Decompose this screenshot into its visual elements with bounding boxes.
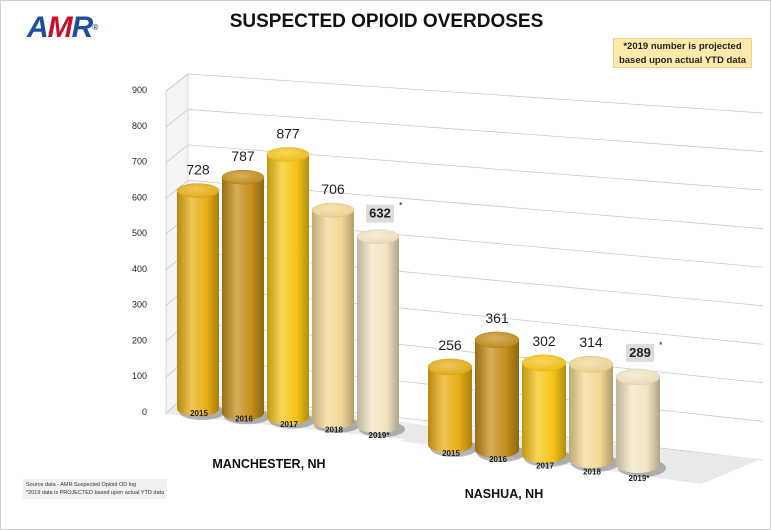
- data-label: 706: [321, 181, 345, 197]
- x-tick-label: 2019*: [629, 474, 651, 483]
- amr-logo: AMR®: [27, 11, 98, 44]
- x-tick-label: 2017: [280, 420, 298, 429]
- data-label: 632: [369, 206, 391, 221]
- data-label: 877: [276, 126, 300, 142]
- bar: [428, 366, 472, 453]
- x-tick-label: 2016: [489, 455, 507, 464]
- group-label: MANCHESTER, NH: [212, 457, 325, 471]
- bar: [177, 190, 219, 416]
- data-label: 302: [532, 333, 556, 349]
- bar: [616, 376, 660, 473]
- data-label: 787: [231, 148, 255, 164]
- bar: [222, 177, 264, 421]
- data-label: 256: [438, 337, 462, 353]
- data-label: 314: [579, 334, 603, 350]
- y-tick-label: 100: [132, 371, 147, 381]
- source-note: Source data - AMR Suspected Opioid OD lo…: [23, 479, 168, 499]
- x-tick-label: 2015: [190, 409, 208, 418]
- x-tick-label: 2015: [442, 449, 460, 458]
- gridline-side: [165, 180, 189, 199]
- group-label: NASHUA, NH: [465, 487, 543, 501]
- bar-top: [521, 354, 567, 372]
- series-group-1: 256 2015 361 2016 302 2017 314 2018 * 289 2019* NAS…: [427, 310, 666, 501]
- x-tick-label: 2019*: [369, 431, 391, 440]
- y-tick-label: 800: [132, 121, 147, 131]
- gridline-side: [165, 144, 189, 163]
- data-label: 361: [485, 310, 509, 326]
- y-tick-label: 0: [142, 407, 147, 417]
- bar-top: [615, 368, 661, 386]
- bar-top: [356, 229, 400, 244]
- y-tick-label: 900: [132, 85, 147, 95]
- bar-top: [266, 147, 310, 162]
- projection-note: *2019 number is projected based upon act…: [613, 38, 752, 68]
- x-tick-label: 2016: [235, 415, 253, 424]
- bar-top: [474, 331, 520, 349]
- bar-top: [176, 183, 220, 198]
- x-tick-label: 2017: [536, 461, 554, 470]
- data-label-box: [626, 343, 654, 362]
- projection-asterisk: *: [659, 340, 663, 350]
- bar: [357, 236, 399, 434]
- gridline: [187, 109, 764, 152]
- data-label: 728: [186, 162, 210, 178]
- y-tick-label: 700: [132, 157, 147, 167]
- y-tick-label: 600: [132, 192, 147, 202]
- y-tick-label: 500: [132, 228, 147, 238]
- chart-title: SUSPECTED OPIOID OVERDOSES: [229, 11, 544, 32]
- x-tick-label: 2018: [583, 468, 601, 477]
- bar-top: [427, 358, 473, 376]
- bar-top: [311, 202, 355, 218]
- bar: [267, 154, 309, 425]
- series-group-0: 728 2015 787 2016 877 2017 706 2018 * 632 2019* MAN…: [176, 126, 405, 471]
- projection-note-line1: *2019 number is projected: [623, 41, 742, 52]
- x-tick-label: 2018: [325, 426, 343, 435]
- bar: [522, 362, 566, 463]
- bar: [475, 339, 519, 458]
- gridline: [187, 73, 764, 114]
- projection-asterisk: *: [399, 201, 403, 211]
- bar-top: [221, 169, 265, 185]
- projection-note-line2: based upon actual YTD data: [618, 55, 747, 66]
- y-tick-label: 400: [132, 264, 147, 274]
- source-note-line2: *2019 data is PROJECTED based upon actua…: [26, 490, 165, 496]
- gridline-side: [165, 73, 189, 92]
- y-tick-label: 300: [132, 300, 147, 310]
- bar-top: [568, 355, 614, 373]
- data-label: 289: [629, 345, 651, 360]
- y-tick-label: 200: [132, 335, 147, 345]
- gridline-side: [165, 109, 189, 128]
- data-label-box: [366, 204, 394, 223]
- bar: [569, 364, 613, 468]
- source-note-line1: Source data - AMR Suspected Opioid OD lo…: [26, 482, 137, 488]
- bar: [312, 210, 354, 429]
